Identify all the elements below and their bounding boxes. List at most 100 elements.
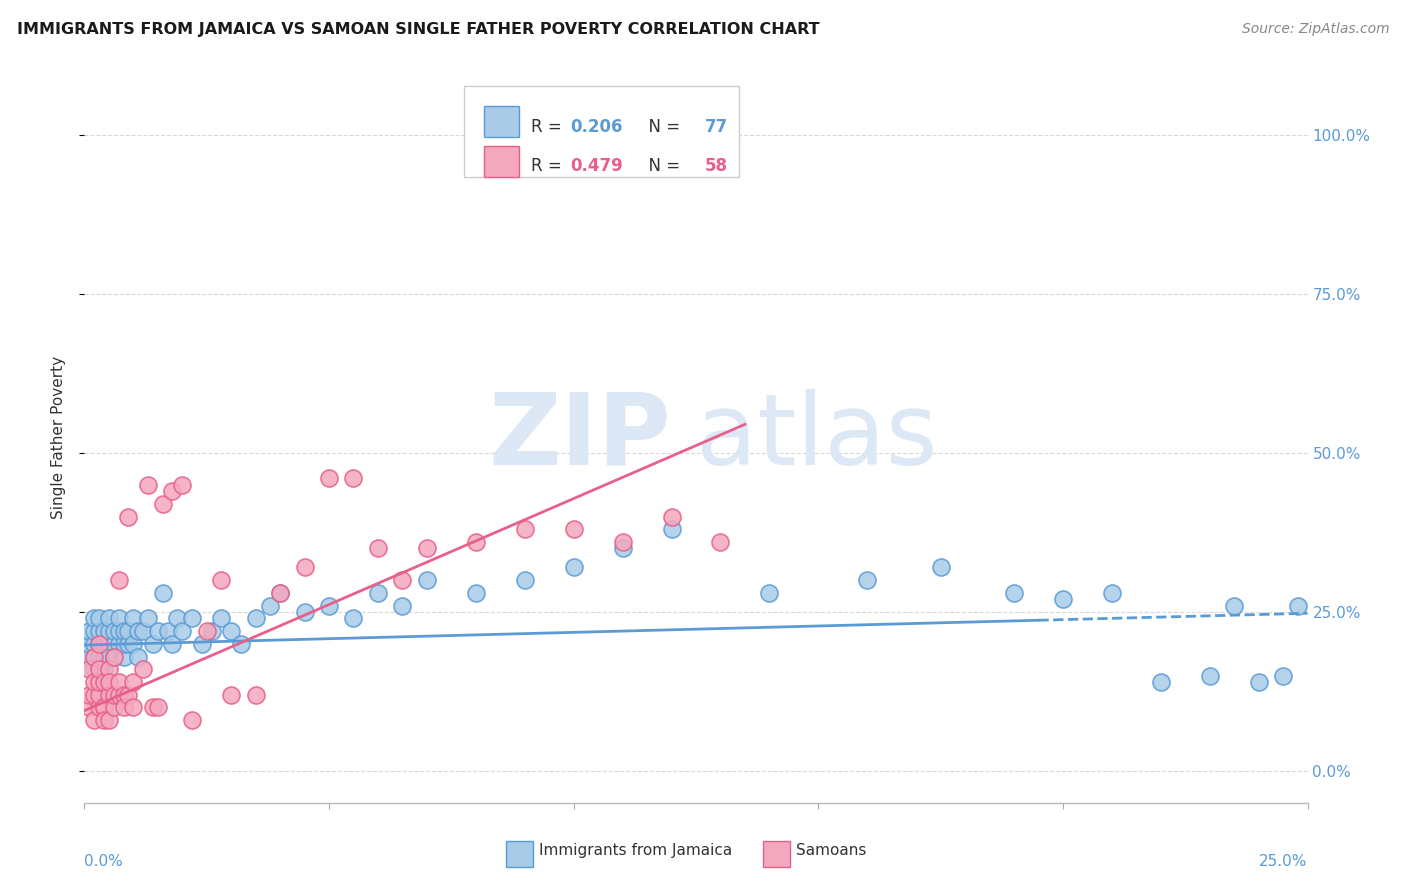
Point: [259, 599, 281, 613]
Point: [1198, 668, 1220, 682]
Point: [83, 675, 105, 690]
Point: [294, 560, 316, 574]
Point: [83, 713, 105, 727]
Point: [103, 637, 125, 651]
Point: [97, 611, 120, 625]
Point: [97, 675, 120, 690]
Point: [195, 624, 218, 638]
Text: 0.206: 0.206: [569, 119, 623, 136]
Point: [1223, 599, 1246, 613]
Point: [1247, 675, 1270, 690]
Point: [117, 509, 139, 524]
Text: R =: R =: [531, 119, 567, 136]
Point: [97, 624, 120, 638]
Point: [1101, 586, 1123, 600]
Point: [93, 649, 115, 664]
Point: [245, 688, 267, 702]
Point: [181, 611, 204, 625]
Point: [513, 573, 536, 587]
Point: [856, 573, 879, 587]
Point: [209, 611, 232, 625]
Point: [416, 541, 439, 556]
Point: [112, 700, 135, 714]
Point: [107, 624, 129, 638]
Point: [97, 713, 120, 727]
Point: [127, 624, 149, 638]
Point: [156, 624, 179, 638]
Point: [93, 624, 115, 638]
Point: [83, 649, 105, 664]
Point: [318, 471, 340, 485]
FancyBboxPatch shape: [464, 86, 738, 178]
Point: [152, 497, 174, 511]
Point: [1272, 668, 1295, 682]
FancyBboxPatch shape: [484, 145, 519, 177]
Point: [93, 700, 115, 714]
Point: [142, 637, 165, 651]
Point: [1286, 599, 1309, 613]
Y-axis label: Single Father Poverty: Single Father Poverty: [51, 356, 66, 518]
Point: [152, 586, 174, 600]
Point: [200, 624, 222, 638]
Text: 0.0%: 0.0%: [84, 854, 124, 869]
Point: [117, 624, 139, 638]
Point: [87, 662, 110, 676]
Text: 77: 77: [704, 119, 728, 136]
Point: [146, 624, 169, 638]
Point: [77, 688, 100, 702]
Point: [229, 637, 252, 651]
Point: [97, 649, 120, 664]
Point: [93, 675, 115, 690]
Point: [127, 649, 149, 664]
Text: IMMIGRANTS FROM JAMAICA VS SAMOAN SINGLE FATHER POVERTY CORRELATION CHART: IMMIGRANTS FROM JAMAICA VS SAMOAN SINGLE…: [17, 22, 820, 37]
Point: [93, 637, 115, 651]
Point: [103, 649, 125, 664]
Point: [562, 522, 585, 536]
Point: [87, 649, 110, 664]
Text: R =: R =: [531, 157, 567, 175]
Point: [87, 675, 110, 690]
Point: [612, 535, 634, 549]
Text: Source: ZipAtlas.com: Source: ZipAtlas.com: [1241, 22, 1389, 37]
Point: [245, 611, 267, 625]
Point: [661, 522, 683, 536]
Point: [132, 662, 155, 676]
FancyBboxPatch shape: [506, 841, 533, 867]
Point: [77, 662, 100, 676]
Point: [612, 541, 634, 556]
Point: [83, 611, 105, 625]
Point: [112, 637, 135, 651]
Point: [367, 586, 389, 600]
Point: [318, 599, 340, 613]
Point: [209, 573, 232, 587]
Point: [107, 637, 129, 651]
Point: [122, 700, 145, 714]
Point: [83, 649, 105, 664]
Text: N =: N =: [638, 119, 686, 136]
Point: [172, 477, 194, 491]
Point: [269, 586, 291, 600]
Point: [219, 688, 242, 702]
Point: [117, 637, 139, 651]
Point: [87, 611, 110, 625]
Point: [97, 637, 120, 651]
Point: [513, 522, 536, 536]
Point: [93, 713, 115, 727]
Point: [97, 662, 120, 676]
Text: N =: N =: [638, 157, 686, 175]
Point: [107, 675, 129, 690]
Text: atlas: atlas: [696, 389, 938, 485]
Point: [103, 649, 125, 664]
Point: [87, 637, 110, 651]
Point: [103, 624, 125, 638]
Point: [142, 700, 165, 714]
Point: [93, 662, 115, 676]
Point: [136, 477, 159, 491]
Point: [83, 624, 105, 638]
Point: [107, 688, 129, 702]
Point: [191, 637, 214, 651]
Point: [758, 586, 780, 600]
Point: [112, 624, 135, 638]
Point: [464, 535, 486, 549]
Point: [219, 624, 242, 638]
